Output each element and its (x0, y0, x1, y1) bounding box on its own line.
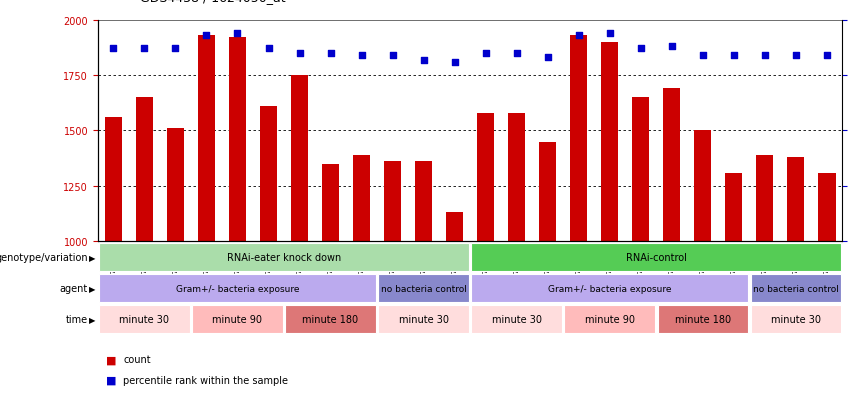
Bar (632, 98, 649, 242)
Bar (99, 275, 376, 302)
Text: ■: ■ (106, 354, 117, 364)
Text: minute 30: minute 30 (119, 314, 169, 325)
Bar (570, 36, 587, 242)
Text: count: count (123, 354, 151, 364)
Point (231, 31, 244, 37)
Bar (725, 173, 742, 242)
Point (634, 46, 648, 53)
Text: ▶: ▶ (89, 253, 95, 262)
Bar (477, 114, 494, 242)
Text: minute 30: minute 30 (398, 314, 448, 325)
Bar (446, 213, 463, 242)
Point (820, 53, 834, 59)
Point (106, 46, 120, 53)
Point (758, 53, 772, 59)
Text: minute 90: minute 90 (585, 314, 635, 325)
Text: GDS4438 / 1624050_at: GDS4438 / 1624050_at (140, 0, 286, 4)
Point (665, 44, 678, 50)
Bar (540, 142, 557, 242)
Bar (694, 131, 711, 242)
Bar (105, 118, 122, 242)
Point (572, 33, 585, 39)
Bar (379, 306, 469, 333)
Bar (471, 244, 842, 271)
Bar (663, 89, 681, 242)
Bar (353, 155, 370, 242)
Bar (260, 107, 277, 242)
Text: minute 180: minute 180 (675, 314, 731, 325)
Bar (471, 275, 748, 302)
Bar (136, 98, 153, 242)
Bar (819, 173, 836, 242)
Point (417, 57, 431, 64)
Point (293, 50, 306, 57)
Point (448, 59, 461, 66)
Text: Gram+/- bacteria exposure: Gram+/- bacteria exposure (176, 284, 300, 293)
Text: minute 30: minute 30 (771, 314, 821, 325)
Text: genotype/variation: genotype/variation (0, 252, 88, 263)
Point (479, 50, 493, 57)
Text: ■: ■ (106, 375, 117, 385)
Bar (564, 306, 655, 333)
Bar (602, 43, 619, 242)
Point (603, 31, 617, 37)
Text: Gram+/- bacteria exposure: Gram+/- bacteria exposure (548, 284, 671, 293)
Bar (751, 275, 842, 302)
Point (262, 46, 276, 53)
Bar (198, 36, 215, 242)
Point (727, 53, 740, 59)
Point (323, 50, 337, 57)
Bar (508, 114, 525, 242)
Text: RNAi-control: RNAi-control (625, 252, 687, 263)
Bar (751, 306, 842, 333)
Point (168, 46, 182, 53)
Bar (658, 306, 748, 333)
Text: no bacteria control: no bacteria control (753, 284, 839, 293)
Bar (99, 244, 469, 271)
Text: time: time (66, 314, 88, 325)
Bar (322, 164, 339, 242)
Bar (415, 162, 432, 242)
Bar (99, 306, 190, 333)
Text: RNAi-eater knock down: RNAi-eater knock down (227, 252, 341, 263)
Bar (379, 275, 469, 302)
Bar (285, 306, 376, 333)
Text: agent: agent (60, 283, 88, 294)
Point (510, 50, 523, 57)
Text: ▶: ▶ (89, 284, 95, 293)
Text: no bacteria control: no bacteria control (380, 284, 466, 293)
Point (696, 53, 710, 59)
Text: percentile rank within the sample: percentile rank within the sample (123, 375, 288, 385)
Bar (167, 129, 184, 242)
Bar (787, 158, 804, 242)
Text: ▶: ▶ (89, 315, 95, 324)
Bar (192, 306, 283, 333)
Bar (757, 155, 774, 242)
Point (355, 53, 368, 59)
Point (386, 53, 399, 59)
Point (789, 53, 802, 59)
Text: minute 30: minute 30 (492, 314, 542, 325)
Bar (229, 38, 246, 242)
Point (138, 46, 151, 53)
Text: minute 90: minute 90 (213, 314, 262, 325)
Text: minute 180: minute 180 (302, 314, 358, 325)
Point (200, 33, 214, 39)
Point (541, 55, 555, 62)
Bar (291, 76, 308, 242)
Bar (471, 306, 562, 333)
Bar (384, 162, 401, 242)
